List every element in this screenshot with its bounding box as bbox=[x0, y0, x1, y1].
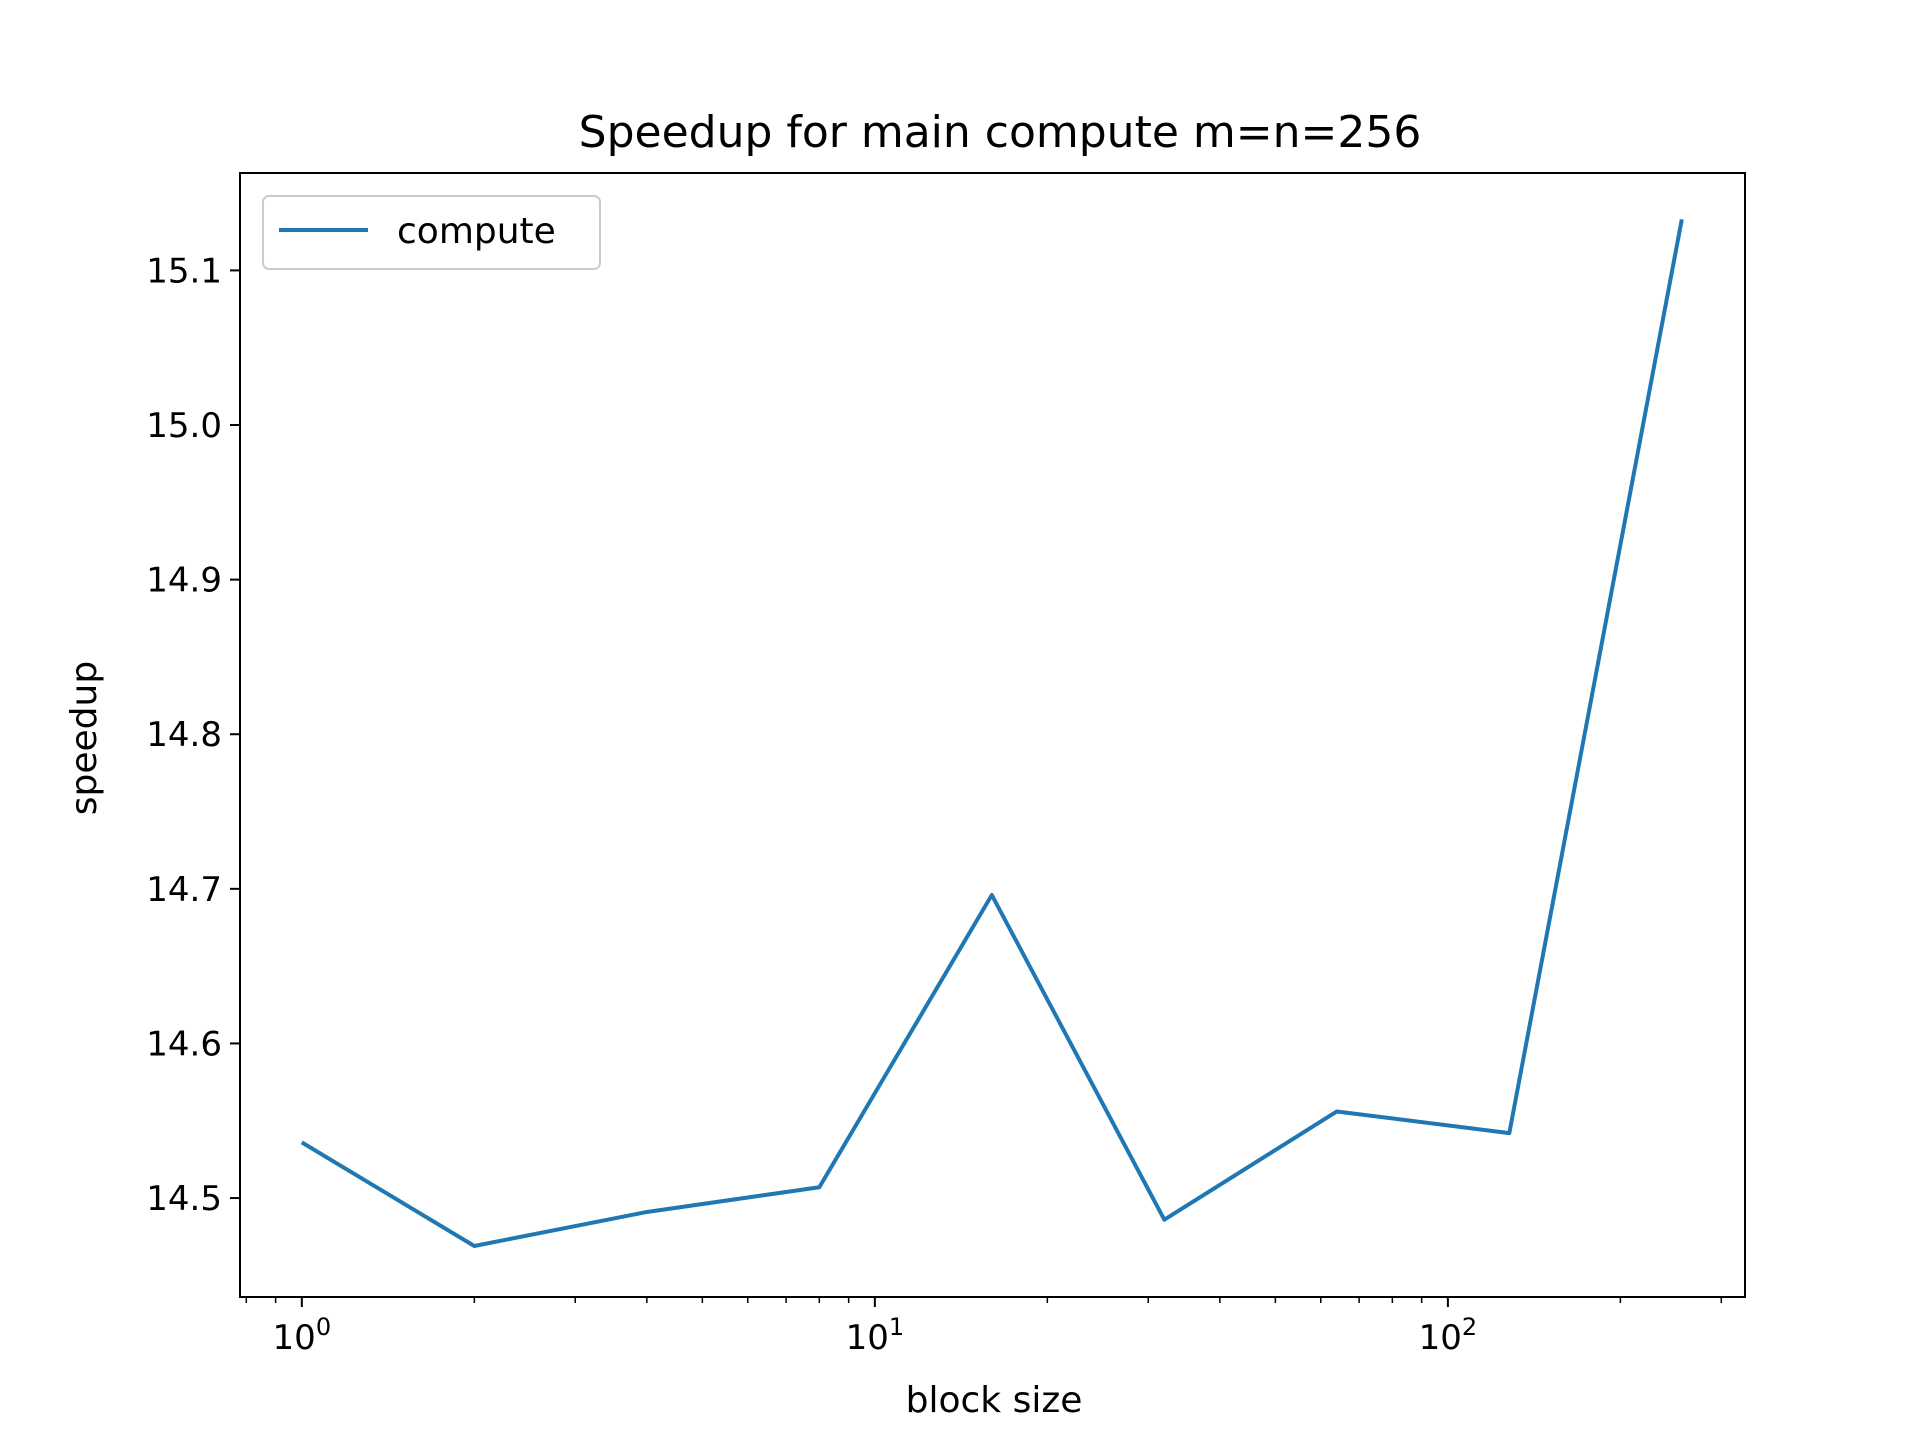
x-tick-label: 102 bbox=[1419, 1313, 1478, 1358]
y-tick-label: 14.8 bbox=[146, 715, 222, 755]
y-tick-label: 15.0 bbox=[146, 406, 222, 446]
x-axis-label: block size bbox=[906, 1380, 1083, 1421]
plot-frame bbox=[239, 172, 1746, 1298]
x-tick-label: 100 bbox=[273, 1313, 332, 1358]
y-tick-label: 15.1 bbox=[146, 251, 222, 291]
chart-title: Speedup for main compute m=n=256 bbox=[579, 107, 1422, 158]
y-tick-label: 14.6 bbox=[146, 1024, 222, 1064]
legend-entry-compute: compute bbox=[397, 211, 556, 252]
x-tick-label-exponent: 1 bbox=[889, 1313, 904, 1341]
series-line-compute bbox=[300, 219, 1684, 1248]
legend: compute bbox=[262, 195, 601, 270]
x-tick-label-base: 10 bbox=[1419, 1318, 1462, 1358]
series-layer bbox=[300, 219, 1684, 1248]
y-tick-label: 14.5 bbox=[146, 1179, 222, 1219]
legend-box bbox=[262, 195, 601, 270]
y-tick-label: 14.9 bbox=[146, 561, 222, 601]
x-tick-label-base: 10 bbox=[846, 1318, 889, 1358]
x-tick-label-exponent: 2 bbox=[1462, 1313, 1477, 1341]
plot-area bbox=[240, 173, 1745, 1297]
x-tick-label-base: 10 bbox=[273, 1318, 316, 1358]
y-tick-label: 14.7 bbox=[146, 870, 222, 910]
y-axis-label: speedup bbox=[64, 661, 105, 815]
x-tick-label-exponent: 0 bbox=[316, 1313, 331, 1341]
y-axis: 14.5 14.6 14.7 14.8 14.9 15.0 15.1 bbox=[146, 251, 240, 1219]
x-axis: 100 101 102 bbox=[245, 1297, 1723, 1358]
x-tick-label: 101 bbox=[846, 1313, 905, 1358]
